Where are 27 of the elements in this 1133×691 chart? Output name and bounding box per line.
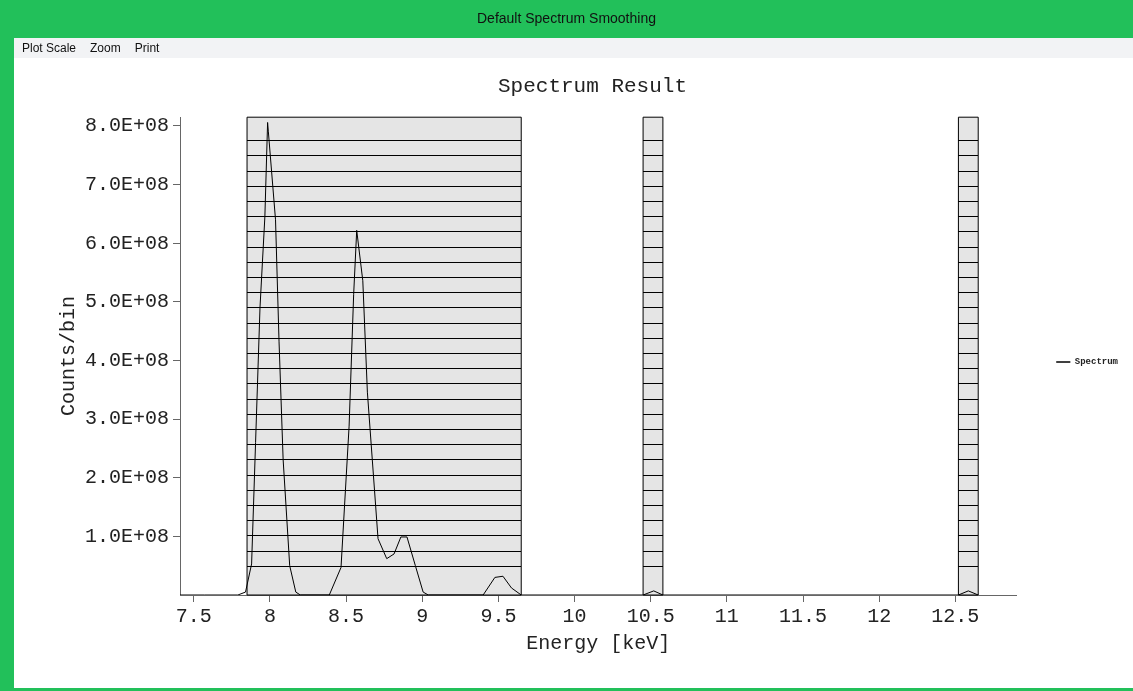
text: Plot Scale bbox=[22, 41, 77, 55]
y-tick-label: 8.0E+08 bbox=[85, 114, 170, 138]
text: Zoom bbox=[90, 41, 121, 55]
x-tick-label: 12.5 bbox=[931, 605, 980, 629]
y-tick-label: 3.0E+08 bbox=[85, 407, 170, 431]
y-tick-label: 6.0E+08 bbox=[85, 231, 170, 255]
x-tick-label: 8.5 bbox=[328, 605, 365, 629]
y-tick-label: 2.0E+08 bbox=[85, 466, 170, 490]
text: Print bbox=[134, 41, 160, 55]
x-axis-title: Energy [keV] bbox=[526, 632, 671, 656]
x-tick-label: 8 bbox=[263, 605, 276, 629]
x-tick-label: 9 bbox=[416, 605, 429, 629]
chart-title: Spectrum Result bbox=[497, 75, 688, 99]
y-tick-label: 1.0E+08 bbox=[85, 524, 170, 548]
x-tick-label: 11.5 bbox=[779, 605, 828, 629]
y-tick-label: 5.0E+08 bbox=[85, 290, 170, 314]
x-tick-label: 10 bbox=[562, 605, 587, 629]
x-tick-label: 12 bbox=[867, 605, 892, 629]
y-axis-title: Counts/bin bbox=[57, 296, 81, 417]
x-tick-label: 9.5 bbox=[480, 605, 517, 629]
x-tick-label: 10.5 bbox=[626, 605, 675, 629]
text: Default Spectrum Smoothing bbox=[476, 10, 657, 28]
y-tick-label: 4.0E+08 bbox=[85, 348, 170, 372]
x-tick-label: 7.5 bbox=[175, 605, 212, 629]
x-tick-label: 11 bbox=[714, 605, 739, 629]
y-tick-label: 7.0E+08 bbox=[85, 172, 170, 196]
legend-label: Spectrum bbox=[1074, 357, 1119, 368]
